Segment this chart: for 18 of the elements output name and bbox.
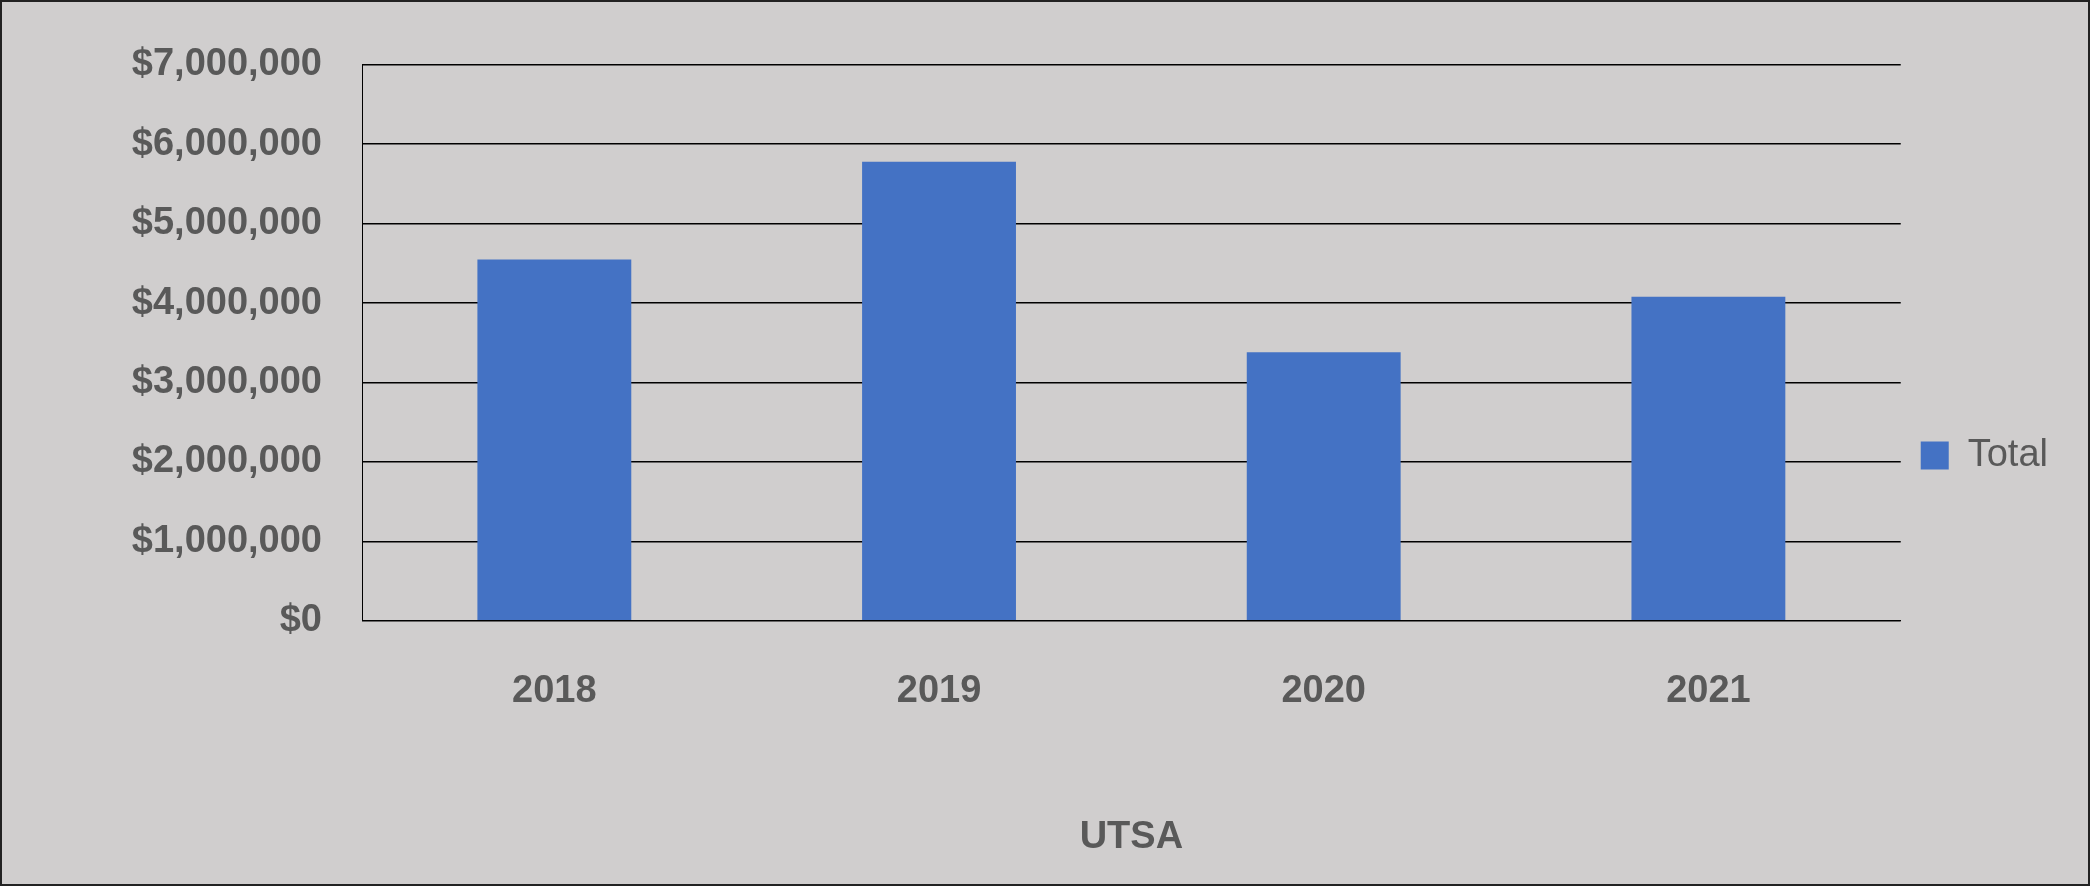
x-axis-title: UTSA [1079,813,1184,856]
y-tick-label: $7,000,000 [131,41,322,84]
x-tick-label: 2021 [1666,668,1751,711]
x-tick-label: 2019 [896,668,982,711]
y-tick-label: $3,000,000 [131,359,322,401]
bar [1631,296,1786,621]
x-tick-label: 2020 [1281,668,1366,711]
y-tick-label: $1,000,000 [131,517,322,560]
y-tick-label: $2,000,000 [131,438,322,481]
legend-label: Total [1967,431,2049,474]
bar [862,161,1016,621]
y-tick-label: $0 [279,597,322,640]
x-tick-label: 2018 [512,668,597,711]
y-tick-label: $4,000,000 [131,279,322,322]
bar [1246,352,1401,621]
bar [477,259,632,621]
y-tick-label: $6,000,000 [131,120,322,163]
y-tick-label: $5,000,000 [131,200,322,243]
